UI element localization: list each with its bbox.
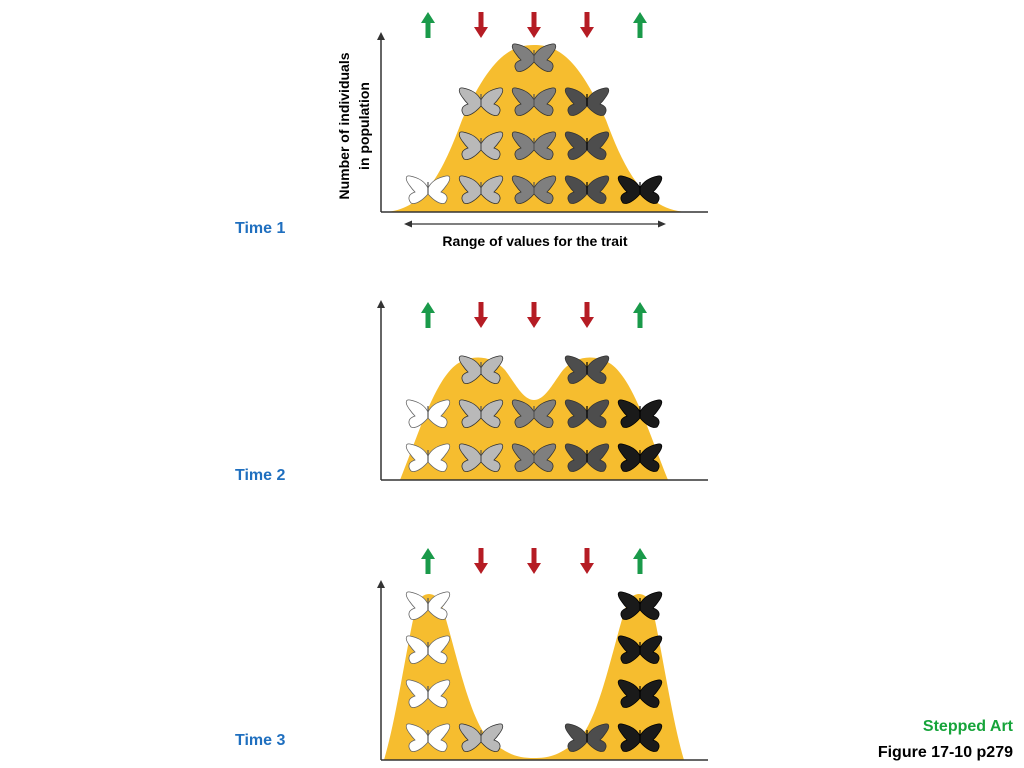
figure-reference: Figure 17-10 p279 xyxy=(877,744,1013,761)
y-axis-label-line2: in population xyxy=(356,82,372,170)
time-3-label: Time 3 xyxy=(235,732,286,749)
y-axis-label-line1: Number of individuals xyxy=(336,52,352,199)
selection-arrow-up xyxy=(421,302,435,328)
y-axis-arrowhead xyxy=(377,32,385,40)
trait-range-arrowhead-right xyxy=(658,220,666,228)
selection-arrow-down xyxy=(474,12,488,38)
selection-arrow-down xyxy=(474,548,488,574)
selection-arrow-down xyxy=(580,12,594,38)
x-axis-label: Range of values for the trait xyxy=(442,233,627,249)
panel-3 xyxy=(377,548,708,761)
selection-arrow-down xyxy=(527,302,541,328)
selection-arrow-up xyxy=(421,548,435,574)
time-2-label: Time 2 xyxy=(235,467,286,484)
time-1-label: Time 1 xyxy=(235,220,286,237)
panel-1 xyxy=(377,12,708,228)
panel-2 xyxy=(377,300,708,481)
trait-range-arrowhead-left xyxy=(404,220,412,228)
selection-arrow-down xyxy=(580,548,594,574)
selection-arrow-up xyxy=(633,12,647,38)
selection-arrow-down xyxy=(527,12,541,38)
y-axis-arrowhead xyxy=(377,300,385,308)
selection-arrow-down xyxy=(474,302,488,328)
y-axis-arrowhead xyxy=(377,580,385,588)
selection-arrow-up xyxy=(421,12,435,38)
distribution-curve-1 xyxy=(382,45,690,212)
selection-arrow-up xyxy=(633,302,647,328)
selection-arrow-up xyxy=(633,548,647,574)
stepped-art-label: Stepped Art xyxy=(922,718,1013,735)
selection-arrow-down xyxy=(527,548,541,574)
distribution-curve-3 xyxy=(384,594,684,760)
selection-arrow-down xyxy=(580,302,594,328)
